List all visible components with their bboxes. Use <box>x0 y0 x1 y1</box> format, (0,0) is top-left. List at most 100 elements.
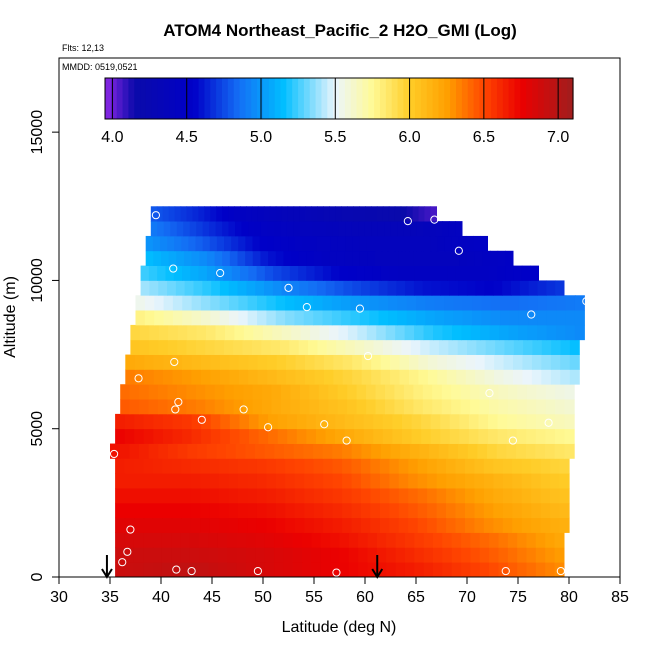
heatmap-cell <box>344 413 355 430</box>
heatmap-cell <box>200 488 211 504</box>
heatmap-cell <box>134 369 145 385</box>
heatmap-cell <box>485 339 496 355</box>
heatmap-cell <box>172 413 183 430</box>
heatmap-cell <box>531 502 542 519</box>
heatmap-cell <box>555 324 566 341</box>
heatmap-cell <box>554 547 565 563</box>
heatmap-cell <box>248 354 259 370</box>
heatmap-cell <box>449 280 459 296</box>
heatmap-cell <box>264 280 274 296</box>
heatmap-cell <box>531 473 542 489</box>
heatmap-cell <box>129 399 140 415</box>
colorbar-frame <box>104 77 574 120</box>
heatmap-cell <box>182 354 193 370</box>
heatmap-cell <box>294 502 305 519</box>
heatmap-cell <box>360 473 372 489</box>
heatmap-cell <box>370 206 378 222</box>
sample-point <box>151 211 160 220</box>
heatmap-cell <box>372 265 382 281</box>
heatmap-cell <box>236 532 247 548</box>
heatmap-cell <box>283 250 292 266</box>
heatmap-cell <box>124 458 135 474</box>
heatmap-cell <box>363 428 374 444</box>
heatmap-cell <box>144 295 155 311</box>
heatmap-cell <box>370 502 381 519</box>
heatmap-cell <box>455 517 466 533</box>
heatmap-cell <box>356 399 367 415</box>
heatmap-cell <box>526 562 537 578</box>
heatmap-cell <box>371 369 382 385</box>
heatmap-cell <box>124 428 135 444</box>
heatmap-cell <box>380 369 391 385</box>
heatmap-cell <box>564 413 575 430</box>
heatmap-cell <box>264 532 275 548</box>
heatmap-cell <box>199 547 210 563</box>
heatmap-cell <box>236 562 247 578</box>
heatmap-cell <box>292 547 303 563</box>
heatmap-cell <box>392 428 403 444</box>
heatmap-cell <box>531 458 542 474</box>
heatmap-cell <box>494 354 505 370</box>
heatmap-cell <box>158 443 169 459</box>
y-tick-label: 10000 <box>29 258 46 303</box>
heatmap-cell <box>339 265 349 281</box>
heatmap-cell <box>209 473 220 489</box>
heatmap-cell <box>409 235 417 252</box>
heatmap-cell <box>148 265 158 281</box>
heatmap-cell <box>210 354 221 370</box>
heatmap-cell <box>342 458 353 474</box>
heatmap-cell <box>229 413 241 430</box>
heatmap-cell <box>133 532 144 548</box>
heatmap-cell <box>266 517 277 533</box>
heatmap-cell <box>352 280 362 296</box>
heatmap-cell <box>470 399 481 415</box>
heatmap-cell <box>554 532 565 548</box>
heatmap-cell <box>275 473 286 489</box>
heatmap-cell <box>331 265 341 281</box>
heatmap-cell <box>502 502 513 519</box>
heatmap-cell <box>202 235 211 252</box>
heatmap-cell <box>360 488 372 504</box>
heatmap-cell <box>172 295 183 311</box>
heatmap-cell <box>341 206 348 222</box>
heatmap-cell <box>293 221 301 237</box>
heatmap-cell <box>483 488 494 504</box>
heatmap-cell <box>257 354 268 370</box>
heatmap-cell <box>234 206 241 222</box>
heatmap-cell <box>219 458 230 474</box>
colorbar-segment <box>420 78 428 119</box>
heatmap-cell <box>219 310 230 326</box>
heatmap-cell <box>480 265 490 281</box>
heatmap-cell <box>317 206 324 222</box>
heatmap-cell <box>248 369 259 385</box>
heatmap-cell <box>438 339 449 355</box>
heatmap-cell <box>395 532 406 548</box>
heatmap-cell <box>198 265 208 281</box>
heatmap-cell <box>322 443 333 459</box>
heatmap-cell <box>308 339 318 355</box>
heatmap-cell <box>464 488 476 504</box>
heatmap-cell <box>535 413 547 430</box>
heatmap-cell <box>124 413 135 430</box>
heatmap-cell <box>488 399 500 415</box>
heatmap-cell <box>458 280 468 296</box>
heatmap-cell <box>343 280 353 296</box>
heatmap-cell <box>341 295 352 311</box>
heatmap-cell <box>119 443 130 459</box>
heatmap-cell <box>115 413 126 430</box>
heatmap-cell <box>419 443 430 459</box>
heatmap-cell <box>256 517 267 533</box>
colorbar-segment <box>514 78 521 119</box>
heatmap-cell <box>430 265 440 281</box>
sample-point <box>284 283 293 292</box>
heatmap-cell <box>259 235 268 252</box>
heatmap-cell <box>347 399 358 415</box>
heatmap-cell <box>507 532 518 548</box>
heatmap-cell <box>224 324 236 341</box>
heatmap-cell <box>369 280 380 296</box>
heatmap-cell <box>416 310 426 326</box>
heatmap-cell <box>545 413 556 430</box>
heatmap-cell <box>526 547 537 563</box>
heatmap-cell <box>430 428 441 444</box>
heatmap-cell <box>176 384 187 400</box>
